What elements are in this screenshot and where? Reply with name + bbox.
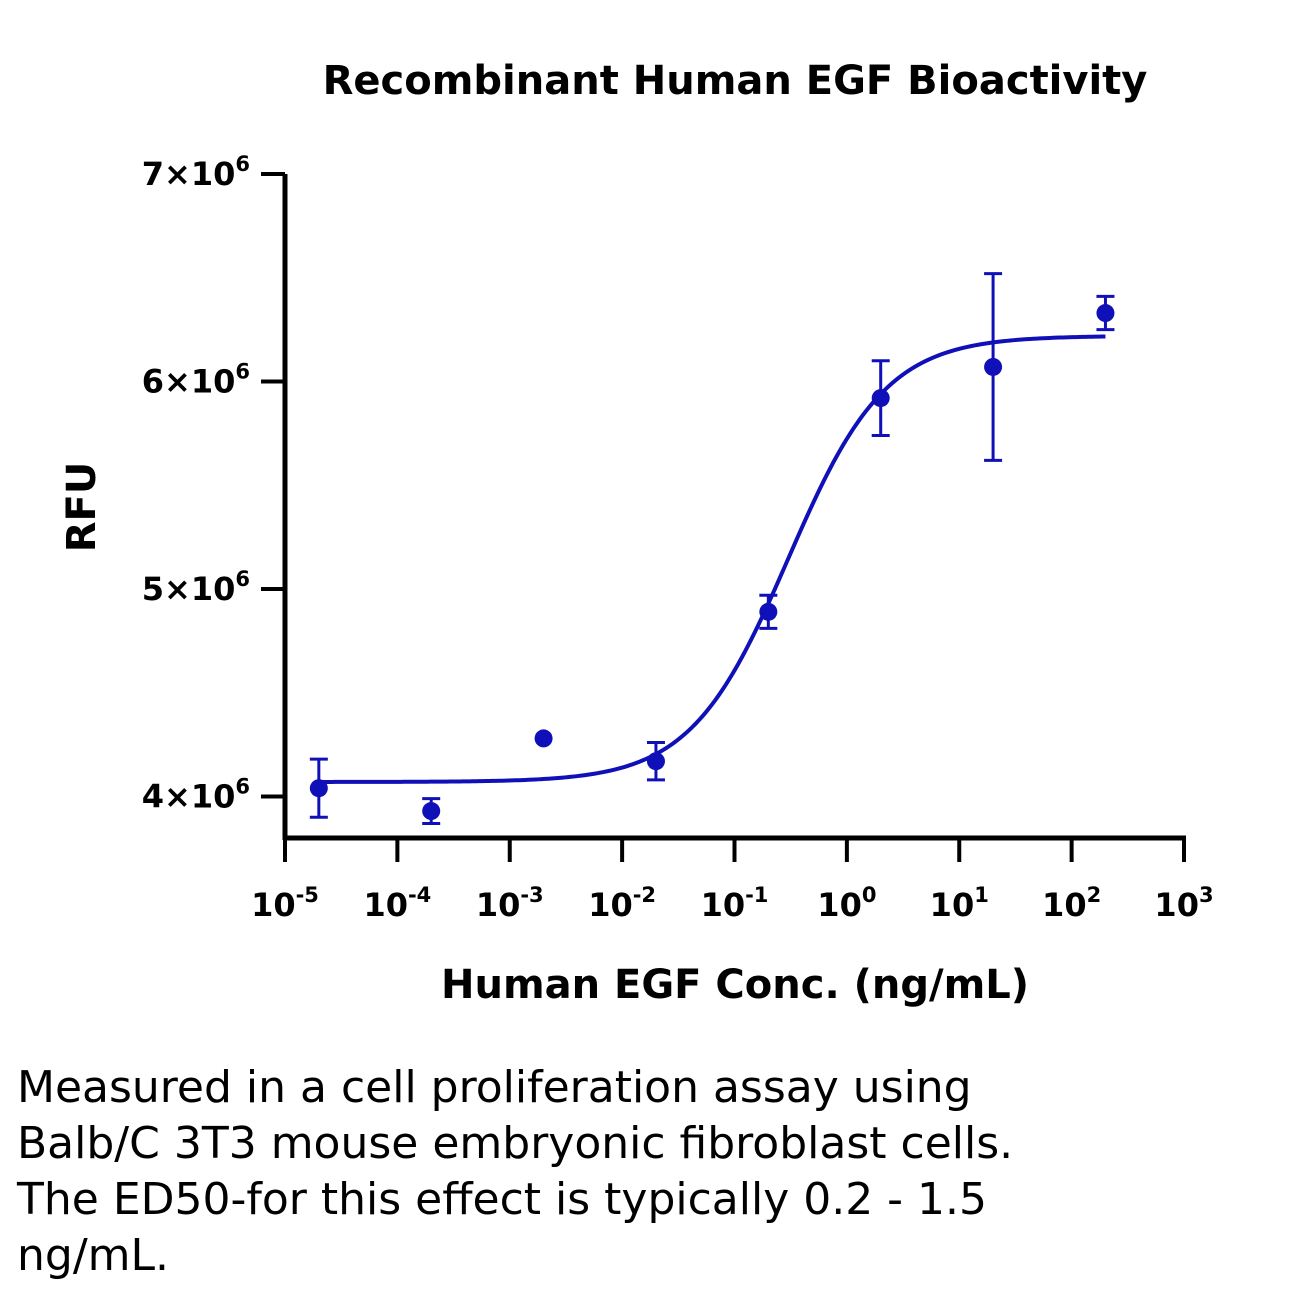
y-tick-label: 7×106 bbox=[142, 152, 250, 193]
data-point bbox=[984, 357, 1003, 376]
caption-line: ng/mL. bbox=[17, 1230, 170, 1281]
y-tick-label: 6×106 bbox=[142, 360, 250, 401]
data-point bbox=[422, 802, 441, 821]
data-point bbox=[1096, 304, 1115, 323]
bioactivity-chart: Recombinant Human EGF Bioactivity 10-5 10… bbox=[59, 58, 1214, 1008]
data-point bbox=[646, 752, 665, 771]
x-tick-label: 10-4 bbox=[363, 883, 431, 924]
data-points-group bbox=[309, 272, 1115, 825]
x-tick-label: 101 bbox=[930, 883, 989, 924]
fit-curve-group bbox=[318, 334, 1106, 784]
x-tick-label: 10-3 bbox=[476, 883, 544, 924]
x-tick-label: 10-1 bbox=[701, 883, 769, 924]
data-point bbox=[309, 779, 328, 798]
data-point bbox=[871, 389, 890, 408]
caption-line: The ED50-for this effect is typically 0.… bbox=[17, 1174, 988, 1225]
x-tick-label: 102 bbox=[1042, 883, 1101, 924]
y-tick-label: 4×106 bbox=[142, 775, 250, 816]
y-tick-label: 5×106 bbox=[142, 567, 250, 608]
data-point bbox=[759, 602, 778, 621]
axes: 10-5 10-4 10-3 10-2 10-1 100 101 102 103 4×106 5×1… bbox=[142, 152, 1214, 924]
chart-title: Recombinant Human EGF Bioactivity bbox=[323, 58, 1148, 104]
x-axis-label: Human EGF Conc. (ng/mL) bbox=[441, 962, 1029, 1008]
fit-curve bbox=[318, 334, 1106, 784]
x-tick-label: 100 bbox=[817, 883, 876, 924]
caption: Measured in a cell proliferation assay u… bbox=[17, 1060, 1297, 1284]
x-tick-label: 10-5 bbox=[251, 883, 319, 924]
caption-line: Balb/C 3T3 mouse embryonic fibroblast ce… bbox=[17, 1118, 1014, 1169]
x-tick-label: 10-2 bbox=[588, 883, 656, 924]
x-tick-label: 103 bbox=[1154, 883, 1213, 924]
caption-line: Measured in a cell proliferation assay u… bbox=[17, 1062, 972, 1113]
y-axis-label: RFU bbox=[59, 462, 105, 553]
data-point bbox=[534, 729, 553, 748]
